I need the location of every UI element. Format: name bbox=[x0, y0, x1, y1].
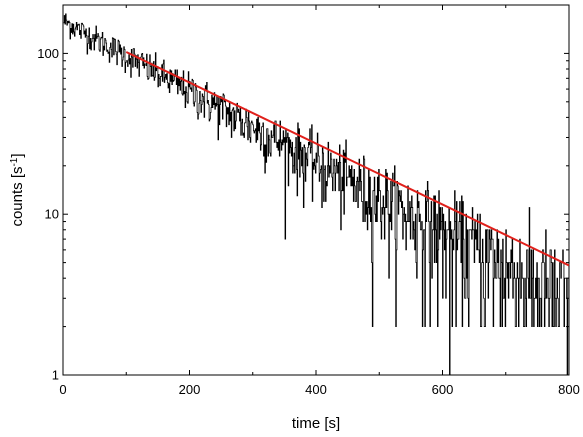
x-tick-label: 0 bbox=[59, 382, 66, 397]
x-tick-label: 600 bbox=[432, 382, 454, 397]
y-tick-label: 100 bbox=[37, 46, 59, 61]
y-axis-title-sup: -1 bbox=[9, 157, 20, 166]
y-tick-labels: 1 10 100 bbox=[37, 46, 59, 383]
x-tick-label: 400 bbox=[305, 382, 327, 397]
fit-line bbox=[125, 51, 570, 267]
x-axis-title: time [s] bbox=[292, 415, 340, 432]
x-tick-labels: 0 200 400 600 800 bbox=[59, 382, 579, 397]
y-tick-label: 1 bbox=[52, 368, 59, 383]
data-layer bbox=[63, 13, 570, 376]
y-tick-label: 10 bbox=[45, 207, 59, 222]
y-axis-title-base: counts [s bbox=[9, 167, 26, 227]
x-tick-label: 800 bbox=[558, 382, 580, 397]
y-axis-title-close: ] bbox=[9, 153, 26, 157]
x-tick-label: 200 bbox=[179, 382, 201, 397]
axis-ticks bbox=[62, 4, 570, 376]
y-axis-title: counts [s-1] bbox=[9, 153, 26, 226]
counts-series bbox=[63, 13, 570, 376]
